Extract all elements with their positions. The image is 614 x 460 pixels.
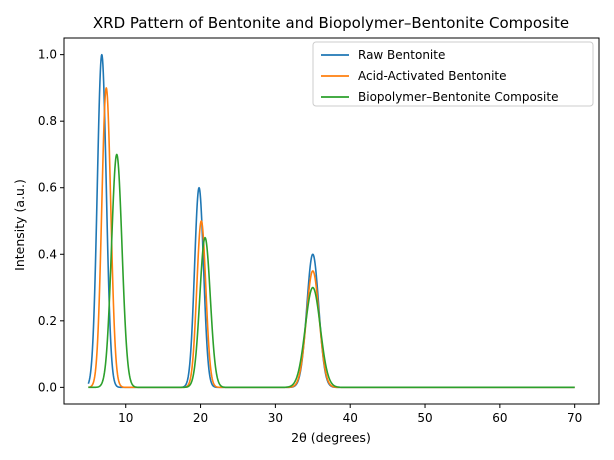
legend-label-2: Acid-Activated Bentonite	[358, 69, 507, 83]
plot-area	[63, 37, 600, 405]
series-line-2	[87, 87, 576, 389]
x-axis: 10 20 30 40 50 60 70	[118, 404, 582, 425]
x-tick-label: 60	[492, 411, 507, 425]
y-tick-label: 1.0	[38, 48, 57, 62]
x-axis-label: 2θ (degrees)	[291, 430, 371, 445]
legend-box	[312, 41, 594, 107]
y-tick-label: 0.2	[38, 314, 57, 328]
y-tick-label: 0.8	[38, 114, 57, 128]
series-line-3	[87, 153, 576, 389]
chart-title: XRD Pattern of Bentonite and Biopolymer–…	[93, 14, 569, 32]
legend: Raw Bentonite Acid-Activated Bentonite Bio…	[312, 41, 594, 107]
y-tick-label: 0.6	[38, 181, 57, 195]
y-tick-label: 0.0	[38, 380, 57, 394]
x-tick-label: 30	[268, 411, 283, 425]
x-tick-label: 10	[118, 411, 133, 425]
x-tick-label: 70	[567, 411, 582, 425]
axes-frame	[63, 37, 600, 405]
x-tick-label: 20	[193, 411, 208, 425]
x-tick-label: 40	[343, 411, 358, 425]
x-tick-label: 50	[417, 411, 432, 425]
legend-label-3: Biopolymer–Bentonite Composite	[358, 90, 558, 104]
y-tick-label: 0.4	[38, 247, 57, 261]
legend-label-1: Raw Bentonite	[358, 48, 445, 62]
y-axis: 0.0 0.2 0.4 0.6 0.8 1.0	[38, 48, 64, 394]
y-axis-label: Intensity (a.u.)	[12, 179, 27, 271]
